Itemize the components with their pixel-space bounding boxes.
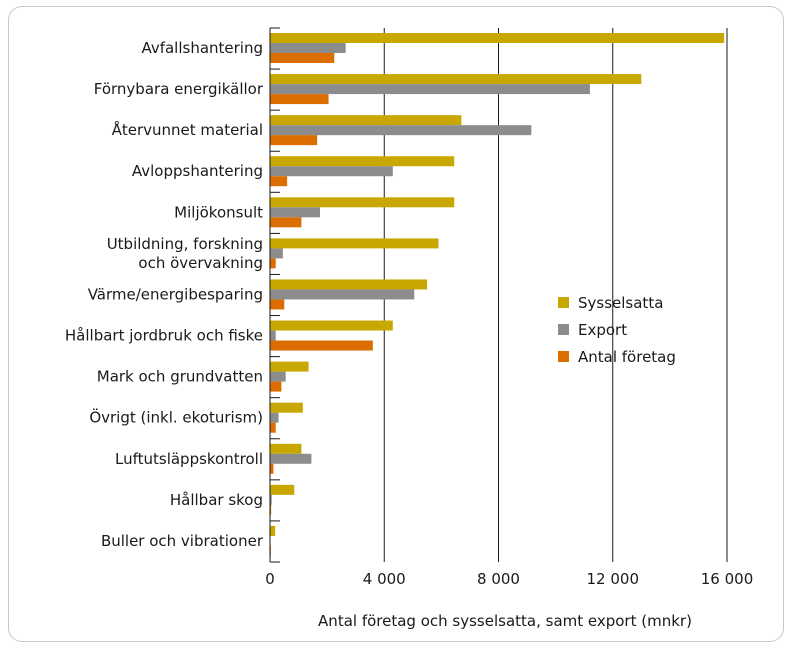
bar-sysselsatta [270, 443, 302, 454]
legend: Sysselsatta Export Antal företag [558, 294, 676, 366]
bar-sysselsatta [270, 156, 455, 167]
legend-swatch [558, 324, 569, 335]
legend-label: Antal företag [578, 348, 676, 366]
bar-antal-f-retag [270, 463, 274, 474]
category-label: Avfallshantering [141, 39, 263, 57]
x-tick-label: 8 000 [477, 570, 520, 588]
category-label: Utbildning, forskning och övervakning [107, 235, 263, 272]
grid-lines [383, 28, 728, 562]
legend-label: Sysselsatta [578, 294, 663, 312]
x-tick-label: 16 000 [701, 570, 754, 588]
x-tick-label: 4 000 [363, 570, 406, 588]
bar-export [270, 84, 590, 95]
bar-antal-f-retag [270, 381, 282, 392]
bar-export [270, 248, 283, 259]
category-labels: Avfallshantering Förnybara energikällor Åt… [65, 39, 264, 550]
bar-export [270, 289, 415, 300]
bar-antal-f-retag [270, 176, 288, 187]
category-label: Förnybara energikällor [94, 80, 264, 98]
chart-frame [8, 6, 784, 642]
category-label: Värme/energibesparing [88, 285, 263, 303]
legend-label: Export [578, 321, 627, 339]
category-label: Hållbar skog [170, 491, 263, 509]
x-tick-label: 12 000 [587, 570, 640, 588]
bar-antal-f-retag [270, 94, 329, 105]
bar-antal-f-retag [270, 258, 276, 269]
legend-swatch [558, 351, 569, 362]
category-label: Buller och vibrationer [101, 532, 264, 550]
bar-sysselsatta [270, 74, 642, 85]
category-label: Hållbart jordbruk och fiske [65, 327, 263, 345]
bar-export [270, 371, 286, 382]
category-label: Luftutsläppskontroll [115, 450, 263, 468]
bar-sysselsatta [270, 33, 725, 43]
bar-sysselsatta [270, 279, 428, 290]
bars [270, 33, 725, 556]
bar-sysselsatta [270, 484, 295, 495]
bar-export [270, 125, 532, 136]
bar-antal-f-retag [270, 53, 335, 63]
bar-export [270, 453, 312, 464]
x-tick-labels: 0 4 000 8 000 12 000 16 000 [265, 570, 753, 588]
bar-antal-f-retag [270, 422, 276, 433]
bar-antal-f-retag [270, 504, 272, 515]
bar-export [270, 207, 320, 218]
axes [269, 27, 280, 563]
bar-export [270, 330, 276, 341]
bar-export [270, 412, 279, 423]
bar-export [270, 166, 393, 177]
bar-antal-f-retag [270, 135, 318, 146]
x-tick-label: 0 [265, 570, 275, 588]
x-axis-title: Antal företag och sysselsatta, samt expo… [318, 612, 692, 630]
bar-sysselsatta [270, 238, 439, 249]
category-label: Avloppshantering [132, 162, 263, 180]
bar-sysselsatta [270, 525, 276, 536]
bar-antal-f-retag [270, 340, 373, 351]
category-label: Återvunnet material [112, 120, 263, 139]
category-label: Miljökonsult [174, 203, 263, 221]
bar-sysselsatta [270, 115, 462, 126]
bar-sysselsatta [270, 361, 309, 372]
category-label: Övrigt (inkl. ekoturism) [89, 408, 263, 427]
legend-swatch [558, 297, 569, 308]
category-label: Mark och grundvatten [97, 368, 263, 386]
bar-export [270, 494, 272, 505]
bar-sysselsatta [270, 197, 455, 208]
bar-antal-f-retag [270, 299, 285, 310]
bar-export [270, 43, 346, 53]
bar-sysselsatta [270, 402, 303, 413]
bar-sysselsatta [270, 320, 393, 331]
bar-antal-f-retag [270, 217, 302, 228]
